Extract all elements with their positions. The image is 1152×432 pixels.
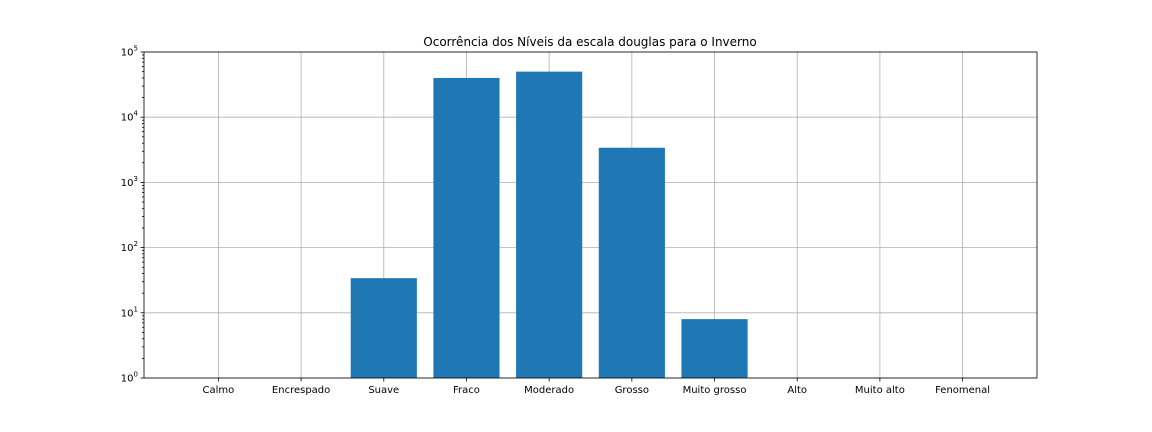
y-tick-label: 104 <box>121 110 139 124</box>
y-tick-label: 101 <box>121 305 138 319</box>
x-tick-label: Suave <box>368 385 399 396</box>
y-tick-label: 102 <box>121 240 138 254</box>
plot-frame <box>143 51 1038 379</box>
y-tick-label: 103 <box>121 175 138 189</box>
x-tick-label: Alto <box>787 385 807 396</box>
y-tick-label: 100 <box>121 371 138 385</box>
x-tick-label: Grosso <box>615 385 649 396</box>
chart-title: Ocorrência dos Níveis da escala douglas … <box>423 35 756 49</box>
x-tick-label: Calmo <box>203 385 235 396</box>
bar-2 <box>350 278 417 378</box>
x-tick-label: Moderado <box>524 385 574 396</box>
x-axis: Calmo Encrespado Suave Fraco Moderado Grosso M… <box>203 378 990 396</box>
x-tick-label: Fenomenal <box>935 385 990 396</box>
y-axis: 100 101 102 103 104 105 <box>121 45 144 385</box>
bar-6 <box>681 319 748 378</box>
x-tick-label: Muito alto <box>855 385 905 396</box>
grid <box>144 51 1037 379</box>
x-tick-label: Fraco <box>453 385 480 396</box>
bars <box>350 71 748 379</box>
x-tick-label: Muito grosso <box>683 385 747 396</box>
bar-3 <box>433 77 500 379</box>
bar-4 <box>516 71 583 378</box>
y-tick-label: 105 <box>121 45 138 59</box>
x-tick-label: Encrespado <box>272 385 330 396</box>
bar-5 <box>598 147 665 378</box>
